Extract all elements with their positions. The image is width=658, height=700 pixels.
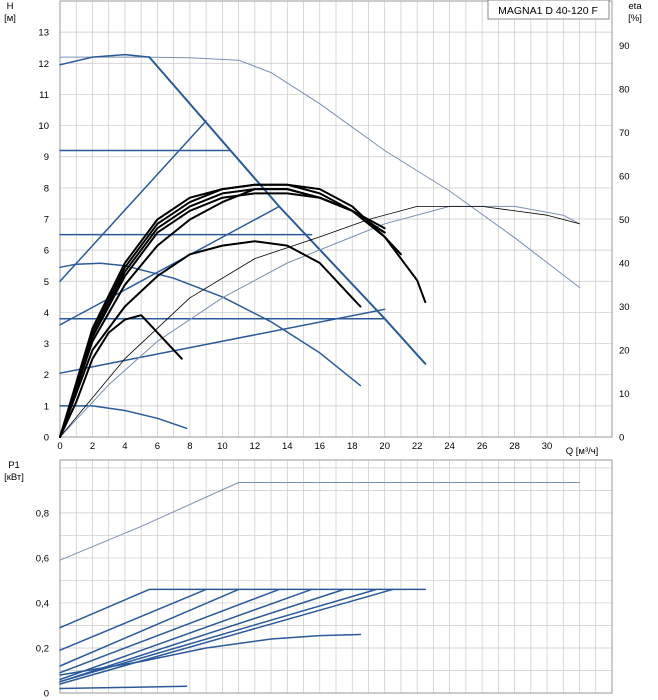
x-tick-label: 14 [282,441,293,452]
y-tick-label: 4 [44,308,49,319]
title-box [487,0,610,20]
eta-grey-curve [59,206,580,438]
y-tick-label: 3 [44,339,49,350]
x-axis-label: Q [м³/ч] [566,446,599,457]
head-curve [59,405,188,430]
head-efficiency-curves [59,53,580,438]
y2-tick-label: 20 [619,346,630,357]
y2-tick-label: 90 [619,41,630,52]
y2-tick-label: 10 [619,389,630,400]
x-tick-label: 30 [542,441,553,452]
p1-power-curve [59,588,394,685]
y2-axis-label: eta [628,1,642,12]
eta-max-curve [59,205,580,438]
p1-power-curve [59,685,188,690]
p1-power-curve [59,588,207,651]
y-axis-label: H [7,1,14,12]
p1-power-curve [59,588,345,683]
x-tick-label: 28 [509,441,520,452]
p1-tick-label: 0 [44,689,49,700]
grid-top [59,0,613,438]
x-tick-label: 18 [347,441,358,452]
x-tick-label: 24 [444,441,455,452]
y-tick-label: 9 [44,152,49,163]
p1-axis-label: P1 [8,460,20,471]
y-tick-label: 12 [38,59,49,70]
eta-curve [59,183,402,438]
x-tick-label: 4 [122,441,127,452]
y-tick-label: 6 [44,246,49,257]
y2-tick-label: 30 [619,302,630,313]
y-tick-label: 10 [38,121,49,132]
x-tick-label: 22 [412,441,423,452]
grid-bottom [59,459,613,694]
y2-tick-label: 60 [619,172,630,183]
y-tick-label: 5 [44,277,49,288]
control-curve [59,308,386,374]
x-tick-label: 2 [90,441,95,452]
x-tick-label: 8 [187,441,192,452]
eta-curve [59,314,183,438]
x-tick-label: 16 [314,441,325,452]
chart-title: MAGNA1 D 40-120 F [498,5,598,17]
p1-power-curve [59,588,427,629]
eta-curve [59,240,362,438]
y-tick-label: 1 [44,401,49,412]
p1-power-curve [59,633,362,676]
x-tick-label: 6 [155,441,160,452]
y-axis-unit: [м] [4,13,16,24]
x-tick-label: 0 [57,441,62,452]
x-tick-label: 10 [217,441,228,452]
head-curve [59,53,151,66]
p1-power-curve [59,588,313,681]
plot-frame-top [59,0,613,438]
p1-power-curve [59,588,280,674]
head-curve [59,262,362,387]
y-tick-label: 0 [44,433,49,444]
y-tick-label: 2 [44,370,49,381]
y-tick-label: 7 [44,215,49,226]
p1-tick-label: 0,8 [36,508,49,519]
plot-frame-bottom [59,459,613,694]
p1-tick-label: 0,4 [36,598,49,609]
y2-tick-label: 40 [619,259,630,270]
y-tick-label: 13 [38,28,49,39]
limit-curve [148,56,427,365]
p1-power-curve [59,588,240,667]
x-tick-label: 26 [477,441,488,452]
y2-tick-label: 70 [619,128,630,139]
y-tick-label: 8 [44,183,49,194]
x-tick-label: 12 [250,441,261,452]
y2-tick-label: 50 [619,215,630,226]
p1-axis-unit: [кВт] [4,472,24,483]
p1-tick-label: 0,6 [36,553,49,564]
control-curve [59,205,280,326]
max-head-curve [59,56,580,288]
control-curve [59,120,207,283]
y2-tick-label: 80 [619,85,630,96]
p1-tick-label: 0,2 [36,643,49,654]
tick-labels: 0 2 4 6 8 10 12 14 16 18 20 22 24 26 28 300123456789101… [36,28,630,700]
max-power-curve [59,482,580,561]
y2-tick-label: 0 [619,433,624,444]
eta-curve [59,188,386,438]
y2-axis-unit: [%] [628,13,642,24]
x-tick-label: 20 [379,441,390,452]
power-curves [59,482,580,690]
y-tick-label: 11 [39,90,49,101]
